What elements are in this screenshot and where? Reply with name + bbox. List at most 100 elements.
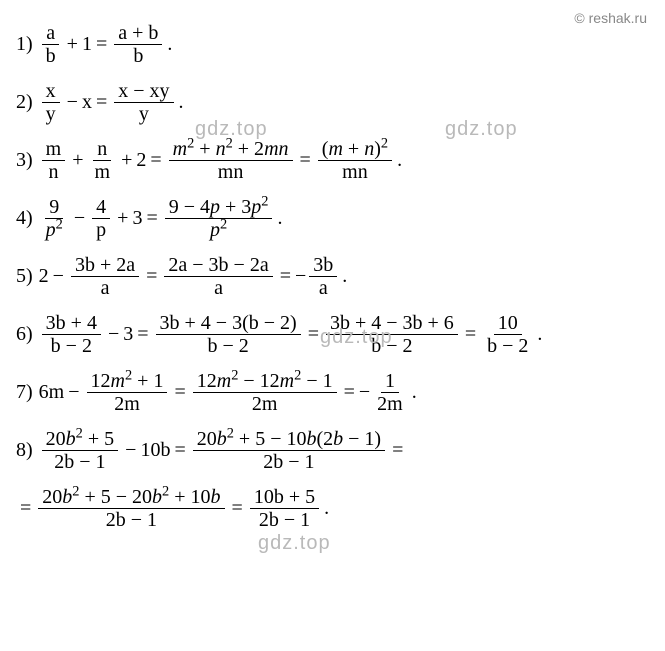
eq-number: 3)	[16, 149, 33, 172]
numerator: 3b	[309, 254, 337, 277]
op: =	[146, 265, 157, 288]
numerator: 20b2 + 5 − 20b2 + 10b	[38, 486, 224, 509]
term: −	[295, 265, 306, 288]
numerator: 20b2 + 5 − 10b(2b − 1)	[193, 428, 385, 451]
equation-3: 3) m n + n m + 2 = m2 + n2 + 2mn mn = (m…	[16, 134, 649, 186]
period: .	[412, 381, 417, 404]
period: .	[179, 91, 184, 114]
op: =	[96, 33, 107, 56]
denominator: 2m	[248, 393, 282, 415]
eq-number: 7)	[16, 381, 33, 404]
op: =	[392, 439, 403, 462]
denominator: 2b − 1	[50, 451, 109, 473]
equation-8b: = 20b2 + 5 − 20b2 + 10b 2b − 1 = 10b + 5…	[16, 482, 649, 534]
term: 6m	[39, 381, 65, 404]
term: 1	[82, 33, 92, 56]
denominator: p2	[42, 219, 67, 241]
op: =	[150, 149, 161, 172]
equation-5: 5) 2 − 3b + 2a a = 2a − 3b − 2a a = − 3b…	[16, 250, 649, 302]
op: =	[174, 381, 185, 404]
term: 2	[39, 265, 49, 288]
denominator: m	[91, 161, 115, 183]
eq-number: 2)	[16, 91, 33, 114]
fraction: 12m2 − 12m2 − 1 2m	[193, 370, 337, 415]
op: =	[308, 323, 319, 346]
fraction: a + b b	[114, 22, 162, 67]
denominator: b − 2	[483, 335, 532, 357]
equation-6: 6) 3b + 4 b − 2 − 3 = 3b + 4 − 3(b − 2) …	[16, 308, 649, 360]
denominator: mn	[214, 161, 248, 183]
op: +	[117, 207, 128, 230]
period: .	[397, 149, 402, 172]
denominator: b − 2	[367, 335, 416, 357]
eq-number: 1)	[16, 33, 33, 56]
fraction: 20b2 + 5 − 10b(2b − 1) 2b − 1	[193, 428, 385, 473]
op: +	[72, 149, 83, 172]
fraction: (m + n)2 mn	[318, 138, 392, 183]
period: .	[537, 323, 542, 346]
op: =	[146, 207, 157, 230]
op: =	[137, 323, 148, 346]
equation-7: 7) 6m − 12m2 + 1 2m = 12m2 − 12m2 − 1 2m…	[16, 366, 649, 418]
numerator: 2a − 3b − 2a	[164, 254, 272, 277]
fraction: 2a − 3b − 2a a	[164, 254, 272, 299]
op: −	[67, 91, 78, 114]
eq-number: 6)	[16, 323, 33, 346]
denominator: a	[315, 277, 332, 299]
term: −	[359, 381, 370, 404]
equation-2: 2) x y − x = x − xy y .	[16, 76, 649, 128]
denominator: b − 2	[203, 335, 252, 357]
fraction: a b	[42, 22, 60, 67]
denominator: a	[97, 277, 114, 299]
denominator: mn	[338, 161, 372, 183]
equation-4: 4) 9 p2 − 4 p + 3 = 9 − 4p + 3p2 p2 .	[16, 192, 649, 244]
numerator: 10b + 5	[250, 486, 319, 509]
numerator: 3b + 4 − 3(b − 2)	[156, 312, 301, 335]
fraction: 10 b − 2	[483, 312, 532, 357]
term: 2	[136, 149, 146, 172]
watermark-reshak: © reshak.ru	[574, 10, 647, 26]
fraction: 10b + 5 2b − 1	[250, 486, 319, 531]
numerator: 20b2 + 5	[42, 428, 118, 451]
numerator: m2 + n2 + 2mn	[169, 138, 293, 161]
denominator: 2b − 1	[259, 451, 318, 473]
op: =	[344, 381, 355, 404]
fraction: 9 p2	[42, 196, 67, 241]
op: −	[53, 265, 64, 288]
denominator: 2b − 1	[255, 509, 314, 531]
op: −	[74, 207, 85, 230]
numerator: 4	[92, 196, 110, 219]
op: =	[174, 439, 185, 462]
fraction: 20b2 + 5 2b − 1	[42, 428, 118, 473]
numerator: a	[42, 22, 59, 45]
op: −	[68, 381, 79, 404]
denominator: p	[92, 219, 110, 241]
fraction: 9 − 4p + 3p2 p2	[165, 196, 273, 241]
numerator: n	[93, 138, 111, 161]
denominator: 2m	[373, 393, 407, 415]
eq-number: 4)	[16, 207, 33, 230]
fraction: m2 + n2 + 2mn mn	[169, 138, 293, 183]
fraction: x y	[42, 80, 60, 125]
op: −	[108, 323, 119, 346]
fraction: 20b2 + 5 − 20b2 + 10b 2b − 1	[38, 486, 224, 531]
numerator: x − xy	[114, 80, 173, 103]
numerator: 9 − 4p + 3p2	[165, 196, 273, 219]
fraction: 3b + 2a a	[71, 254, 139, 299]
term: 10b	[140, 439, 170, 462]
numerator: m	[42, 138, 66, 161]
numerator: 12m2 + 1	[87, 370, 168, 393]
denominator: n	[44, 161, 62, 183]
fraction: 12m2 + 1 2m	[87, 370, 168, 415]
period: .	[277, 207, 282, 230]
denominator: y	[135, 103, 153, 125]
numerator: 12m2 − 12m2 − 1	[193, 370, 337, 393]
op: =	[20, 497, 31, 520]
fraction: 1 2m	[373, 370, 407, 415]
numerator: 3b + 4 − 3b + 6	[326, 312, 458, 335]
fraction: 3b + 4 b − 2	[42, 312, 101, 357]
fraction: 3b + 4 − 3(b − 2) b − 2	[156, 312, 301, 357]
denominator: b	[42, 45, 60, 67]
fraction: m n	[42, 138, 66, 183]
term: 3	[123, 323, 133, 346]
